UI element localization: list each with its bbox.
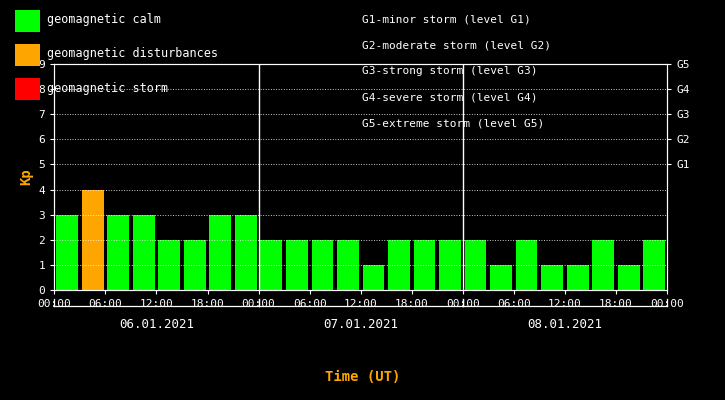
Bar	[439, 240, 461, 290]
Bar	[490, 265, 512, 290]
Bar	[210, 215, 231, 290]
Bar	[567, 265, 589, 290]
Bar	[592, 240, 614, 290]
Y-axis label: Kp: Kp	[19, 169, 33, 185]
Bar	[542, 265, 563, 290]
Text: 08.01.2021: 08.01.2021	[527, 318, 602, 330]
Text: geomagnetic storm: geomagnetic storm	[47, 82, 168, 94]
Bar	[414, 240, 435, 290]
Bar	[643, 240, 665, 290]
Text: Time (UT): Time (UT)	[325, 370, 400, 384]
Text: geomagnetic calm: geomagnetic calm	[47, 14, 161, 26]
Text: 06.01.2021: 06.01.2021	[119, 318, 194, 330]
Bar	[312, 240, 334, 290]
Bar	[57, 215, 78, 290]
Bar	[515, 240, 537, 290]
Text: 07.01.2021: 07.01.2021	[323, 318, 398, 330]
Bar	[388, 240, 410, 290]
Bar	[260, 240, 282, 290]
Bar	[465, 240, 486, 290]
Text: geomagnetic disturbances: geomagnetic disturbances	[47, 48, 218, 60]
Bar	[82, 190, 104, 290]
Bar	[158, 240, 180, 290]
Bar	[133, 215, 154, 290]
Text: G5-extreme storm (level G5): G5-extreme storm (level G5)	[362, 118, 544, 128]
Bar	[107, 215, 129, 290]
Text: G2-moderate storm (level G2): G2-moderate storm (level G2)	[362, 40, 552, 50]
Bar	[362, 265, 384, 290]
Text: G4-severe storm (level G4): G4-severe storm (level G4)	[362, 92, 538, 102]
Bar	[286, 240, 307, 290]
Text: G3-strong storm (level G3): G3-strong storm (level G3)	[362, 66, 538, 76]
Text: G1-minor storm (level G1): G1-minor storm (level G1)	[362, 14, 531, 24]
Bar	[618, 265, 639, 290]
Bar	[337, 240, 359, 290]
Bar	[235, 215, 257, 290]
Bar	[184, 240, 206, 290]
